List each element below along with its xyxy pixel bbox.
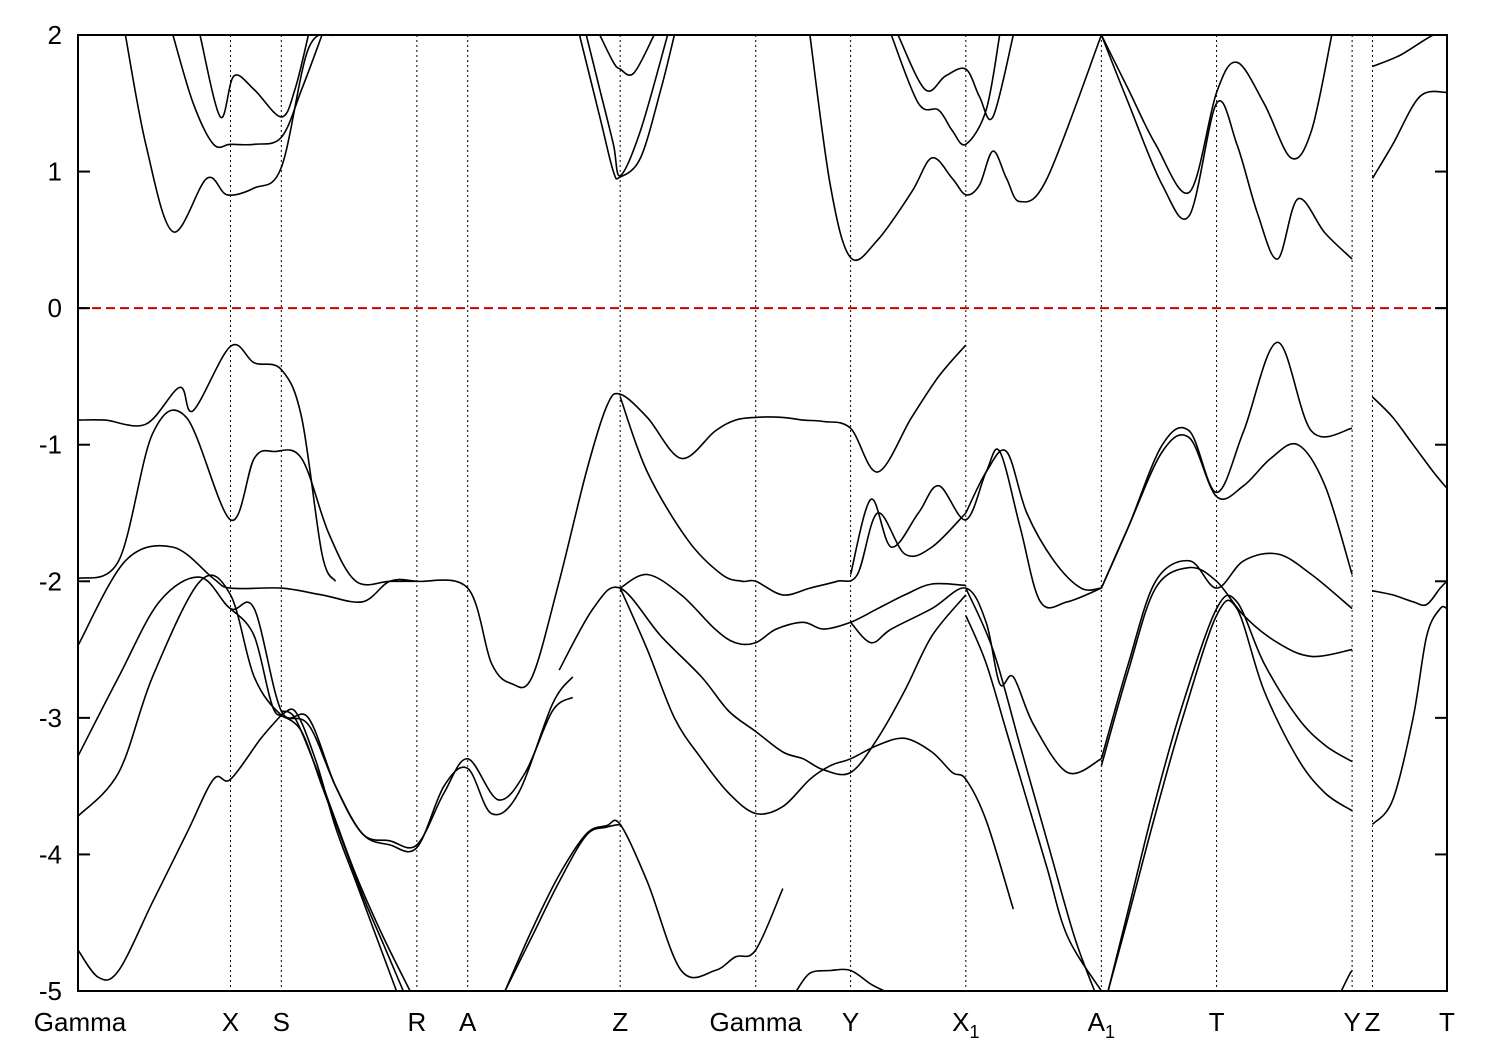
xtick-label-2: S xyxy=(273,1007,290,1037)
band-line-24 xyxy=(558,586,967,776)
xtick-label-13: T xyxy=(1439,1007,1455,1037)
band-line-1 xyxy=(172,35,323,149)
y-axis-ticks: -5 -4 -3 -2 -1 0 1 2 xyxy=(39,20,1447,1006)
band-line-42 xyxy=(1372,580,1447,607)
band-line-15 xyxy=(78,344,967,689)
xtick-label-4: A xyxy=(459,1007,477,1037)
band-line-32 xyxy=(965,587,1096,991)
band-line-27 xyxy=(619,396,967,596)
band-line-29 xyxy=(849,448,1102,609)
band-line-8 xyxy=(897,35,1015,121)
band-line-43 xyxy=(1371,605,1447,825)
ytick-label-3: -2 xyxy=(39,566,62,596)
band-line-39 xyxy=(1107,599,1353,991)
band-line-33 xyxy=(795,968,885,991)
ytick-label-6: 1 xyxy=(48,157,62,187)
xtick-label-11: Y xyxy=(1343,1007,1360,1037)
band-line-19 xyxy=(229,608,398,991)
band-line-37 xyxy=(1100,566,1353,766)
xtick-label-1: X xyxy=(222,1007,239,1037)
band-line-40 xyxy=(1340,970,1353,991)
xtick-label-3: R xyxy=(407,1007,426,1037)
band-line-20 xyxy=(280,714,405,991)
ytick-label-2: -3 xyxy=(39,703,62,733)
plot-frame xyxy=(77,34,1448,992)
band-line-9 xyxy=(1100,35,1353,260)
xtick-label-10: T xyxy=(1209,1007,1225,1037)
band-line-38 xyxy=(1107,594,1353,991)
band-line-28 xyxy=(850,587,1102,775)
ytick-label-0: -5 xyxy=(39,976,62,1006)
xtick-label-12: Z xyxy=(1365,1007,1381,1037)
xtick-label-9: A1 xyxy=(1088,1007,1115,1042)
ytick-label-1: -4 xyxy=(39,839,62,869)
band-line-21 xyxy=(280,710,411,991)
xtick-label-6: Gamma xyxy=(709,1007,802,1037)
xtick-label-5: Z xyxy=(612,1007,628,1037)
band-line-5 xyxy=(599,35,655,77)
band-line-26 xyxy=(619,587,1015,910)
band-line-11 xyxy=(1372,35,1447,68)
band-line-18 xyxy=(78,714,282,981)
band-line-16 xyxy=(78,576,574,849)
band-line-25 xyxy=(619,573,966,646)
band-line-14 xyxy=(78,409,417,586)
band-line-10 xyxy=(1100,35,1333,195)
band-line-0 xyxy=(124,35,356,233)
band-line-7 xyxy=(890,35,1001,146)
x-axis-ticks: Gamma X S R A Z Gamma Y X1 A1 T Y Z T xyxy=(34,1007,1455,1042)
band-line-6 xyxy=(809,35,1103,262)
band-line-4 xyxy=(585,35,669,177)
band-line-23 xyxy=(504,823,621,991)
band-line-12 xyxy=(1371,90,1447,179)
xtick-label-7: Y xyxy=(842,1007,859,1037)
band-line-2 xyxy=(199,35,310,119)
band-line-36 xyxy=(1100,552,1353,760)
band-line-22 xyxy=(504,819,784,991)
band-line-3 xyxy=(578,35,676,180)
xtick-label-8: X1 xyxy=(952,1007,979,1042)
ytick-label-4: -1 xyxy=(39,430,62,460)
band-line-17 xyxy=(78,574,574,853)
band-series-group xyxy=(78,35,1447,991)
ytick-label-5: 0 xyxy=(48,293,62,323)
band-line-30 xyxy=(965,449,1102,591)
kpoint-divider-lines xyxy=(229,35,1373,991)
xtick-label-0: Gamma xyxy=(34,1007,127,1037)
band-line-31 xyxy=(965,615,1103,991)
band-line-41 xyxy=(1371,396,1447,489)
ytick-label-7: 2 xyxy=(48,20,62,50)
band-line-35 xyxy=(1100,433,1353,589)
